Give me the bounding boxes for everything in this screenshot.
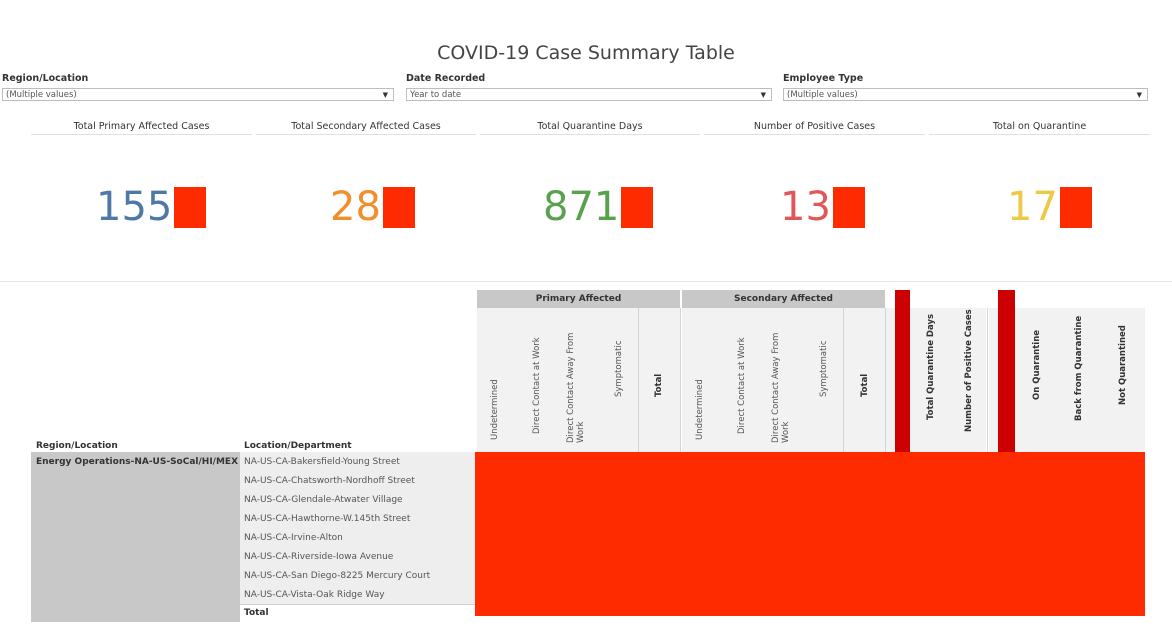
col-not-quarantined: Not Quarantined <box>1118 325 1128 405</box>
col-secondary-undetermined: Undetermined <box>695 379 705 440</box>
region-filter-dropdown[interactable]: (Multiple values) ▼ <box>2 88 394 101</box>
col-secondary-direct-away: Direct Contact Away From Work <box>771 332 791 443</box>
kpi-on-quarantine-label: Total on Quarantine <box>992 121 1087 132</box>
secondary-affected-header: Secondary Affected <box>682 290 885 308</box>
total-label: Total <box>244 608 269 618</box>
region-filter-label: Region/Location <box>2 73 89 84</box>
kpi-quarantine-days-label: Total Quarantine Days <box>537 121 643 132</box>
date-filter-label: Date Recorded <box>406 73 486 84</box>
col-primary-undetermined: Undetermined <box>490 379 500 440</box>
kpi-primary-value: 155 <box>96 184 207 230</box>
table-row: NA-US-CA-Riverside-Iowa Avenue <box>244 552 394 562</box>
kpi-secondary-value: 28 <box>330 184 415 230</box>
table-row: NA-US-CA-Hawthorne-W.145th Street <box>244 514 411 524</box>
kpi-secondary-label: Total Secondary Affected Cases <box>291 121 441 132</box>
chevron-down-icon: ▼ <box>382 91 388 99</box>
col-number-positive-cases: Number of Positive Cases <box>964 309 974 432</box>
employee-filter-value: (Multiple values) <box>787 90 858 100</box>
col-total-quarantine-days: Total Quarantine Days <box>926 313 936 420</box>
date-filter-value: Year to date <box>410 90 462 100</box>
kpi-quarantine-days-value: 871 <box>543 184 654 230</box>
col-secondary-direct-work: Direct Contact at Work <box>737 337 747 434</box>
col-primary-total: Total <box>654 373 664 397</box>
table-row: NA-US-CA-Irvine-Alton <box>244 533 343 543</box>
col-primary-symptomatic: Symptomatic <box>614 340 624 398</box>
kpi-primary-label: Total Primary Affected Cases <box>73 121 210 132</box>
kpi-positive-label: Number of Positive Cases <box>753 121 876 132</box>
table-row: NA-US-CA-Vista-Oak Ridge Way <box>244 590 385 600</box>
kpi-positive-value: 13 <box>780 184 865 230</box>
col-secondary-symptomatic: Symptomatic <box>819 340 829 398</box>
table-row: NA-US-CA-Bakersfield-Young Street <box>244 457 400 467</box>
chevron-down-icon: ▼ <box>760 91 766 99</box>
employee-filter-dropdown[interactable]: (Multiple values) ▼ <box>783 88 1148 101</box>
employee-filter-label: Employee Type <box>783 73 864 84</box>
page-title: COVID-19 Case Summary Table <box>437 42 735 64</box>
row-header-location: Location/Department <box>244 441 352 451</box>
col-on-quarantine: On Quarantine <box>1032 329 1042 400</box>
region-cell: Energy Operations-NA-US-SoCal/HI/MEX <box>31 452 240 622</box>
chevron-down-icon: ▼ <box>1136 91 1142 99</box>
table-row: NA-US-CA-San Diego-8225 Mercury Court <box>244 571 431 581</box>
location-list <box>240 452 475 622</box>
total-row: Total <box>240 604 475 623</box>
kpi-on-quarantine-value: 17 <box>1007 184 1092 230</box>
table-row: NA-US-CA-Chatsworth-Nordhoff Street <box>244 476 415 486</box>
date-filter-dropdown[interactable]: Year to date ▼ <box>406 88 772 101</box>
region-value: Energy Operations-NA-US-SoCal/HI/MEX <box>36 457 239 467</box>
row-header-region: Region/Location <box>36 441 118 451</box>
primary-affected-header: Primary Affected <box>477 290 680 308</box>
table-row: NA-US-CA-Glendale-Atwater Village <box>244 495 403 505</box>
col-primary-direct-work: Direct Contact at Work <box>532 337 542 434</box>
redacted-data-block <box>475 452 1145 616</box>
col-secondary-total: Total <box>860 373 870 397</box>
region-filter-value: (Multiple values) <box>6 90 77 100</box>
col-back-from-quarantine: Back from Quarantine <box>1074 315 1084 421</box>
col-primary-direct-away: Direct Contact Away From Work <box>566 332 586 443</box>
